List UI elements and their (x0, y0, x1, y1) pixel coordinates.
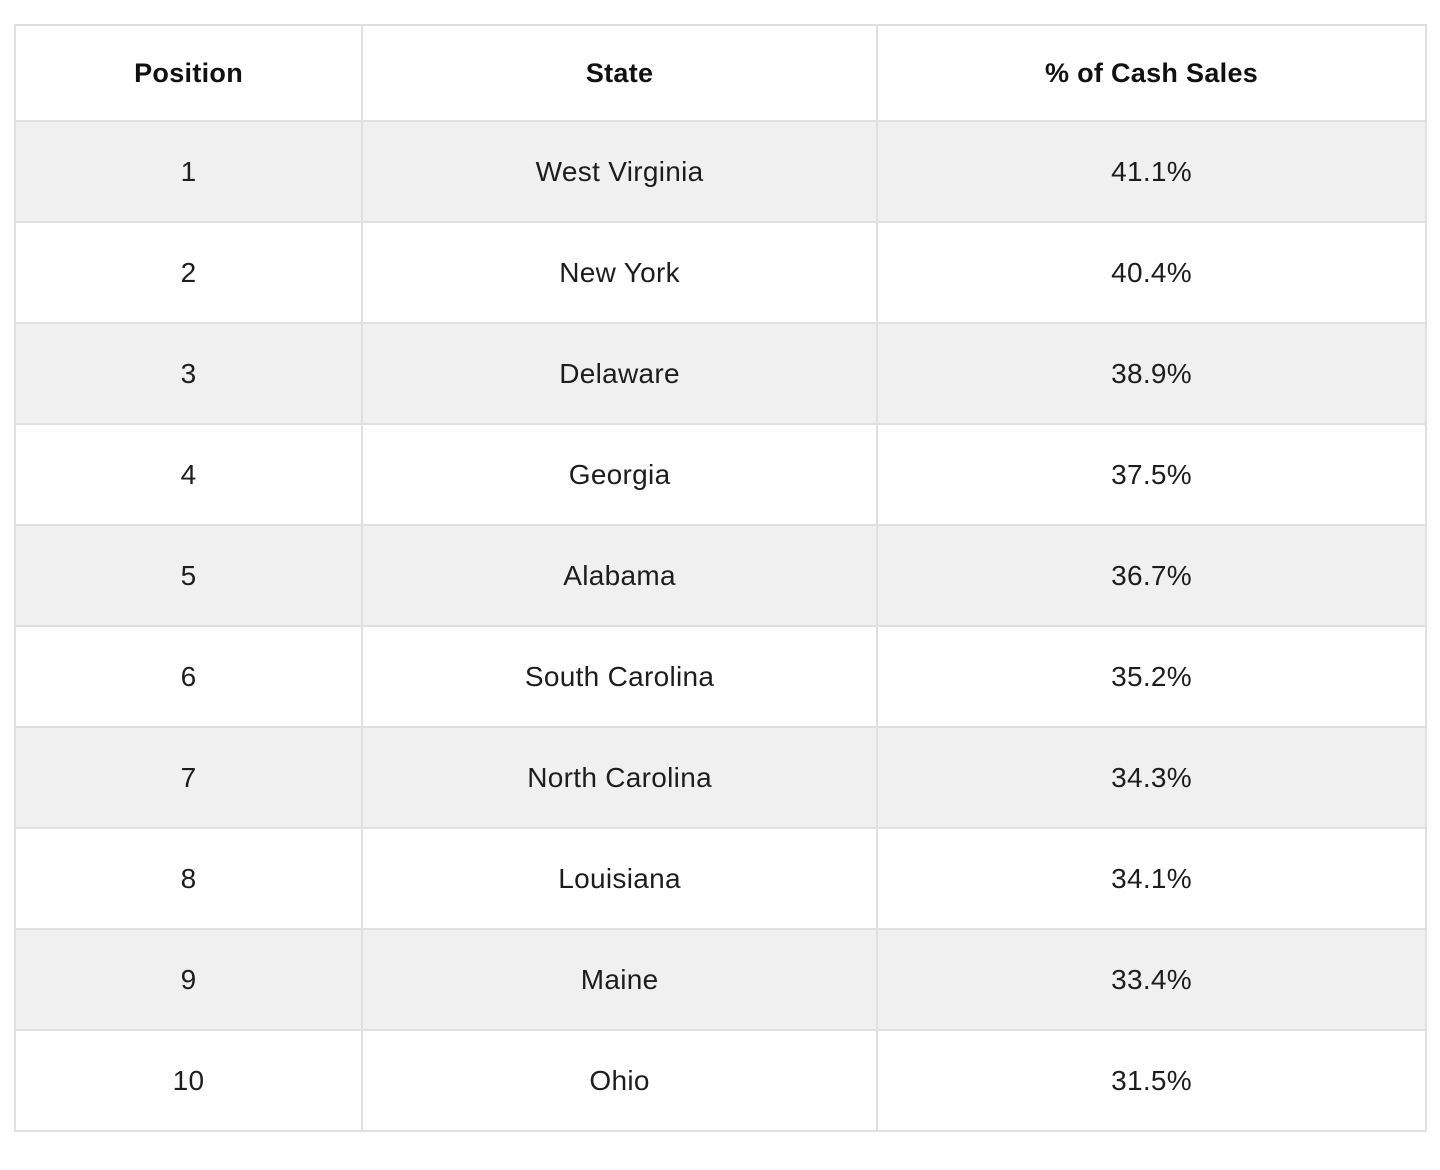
column-header-position: Position (13, 24, 364, 122)
cash-sales-table: Position State % of Cash Sales 1 West Vi… (13, 24, 1427, 1132)
table-row: 1 West Virginia 41.1% (13, 120, 1427, 223)
column-header-pct-cash-sales: % of Cash Sales (876, 24, 1427, 122)
cell-position: 7 (13, 726, 364, 829)
cell-pct: 34.1% (876, 827, 1427, 930)
cell-position: 4 (13, 423, 364, 526)
cell-pct: 36.7% (876, 524, 1427, 627)
cell-position: 10 (13, 1029, 364, 1132)
table-row: 3 Delaware 38.9% (13, 322, 1427, 425)
cell-position: 2 (13, 221, 364, 324)
cell-pct: 37.5% (876, 423, 1427, 526)
cell-state: Alabama (361, 524, 879, 627)
header-row: Position State % of Cash Sales (13, 24, 1427, 122)
table-row: 7 North Carolina 34.3% (13, 726, 1427, 829)
cell-pct: 34.3% (876, 726, 1427, 829)
cell-state: West Virginia (361, 120, 879, 223)
table-row: 6 South Carolina 35.2% (13, 625, 1427, 728)
table-row: 4 Georgia 37.5% (13, 423, 1427, 526)
cell-position: 6 (13, 625, 364, 728)
cell-state: Louisiana (361, 827, 879, 930)
cell-position: 9 (13, 928, 364, 1031)
cell-position: 1 (13, 120, 364, 223)
cell-state: North Carolina (361, 726, 879, 829)
cell-state: Delaware (361, 322, 879, 425)
cell-pct: 40.4% (876, 221, 1427, 324)
cell-pct: 38.9% (876, 322, 1427, 425)
cell-state: New York (361, 221, 879, 324)
column-header-state: State (361, 24, 879, 122)
table-row: 2 New York 40.4% (13, 221, 1427, 324)
cell-state: Maine (361, 928, 879, 1031)
cell-position: 3 (13, 322, 364, 425)
table-row: 5 Alabama 36.7% (13, 524, 1427, 627)
cell-state: South Carolina (361, 625, 879, 728)
cell-state: Ohio (361, 1029, 879, 1132)
cell-state: Georgia (361, 423, 879, 526)
table-row: 10 Ohio 31.5% (13, 1029, 1427, 1132)
cell-position: 5 (13, 524, 364, 627)
table-row: 8 Louisiana 34.1% (13, 827, 1427, 930)
cell-pct: 41.1% (876, 120, 1427, 223)
cell-pct: 35.2% (876, 625, 1427, 728)
cell-pct: 33.4% (876, 928, 1427, 1031)
cell-position: 8 (13, 827, 364, 930)
table-row: 9 Maine 33.4% (13, 928, 1427, 1031)
cell-pct: 31.5% (876, 1029, 1427, 1132)
